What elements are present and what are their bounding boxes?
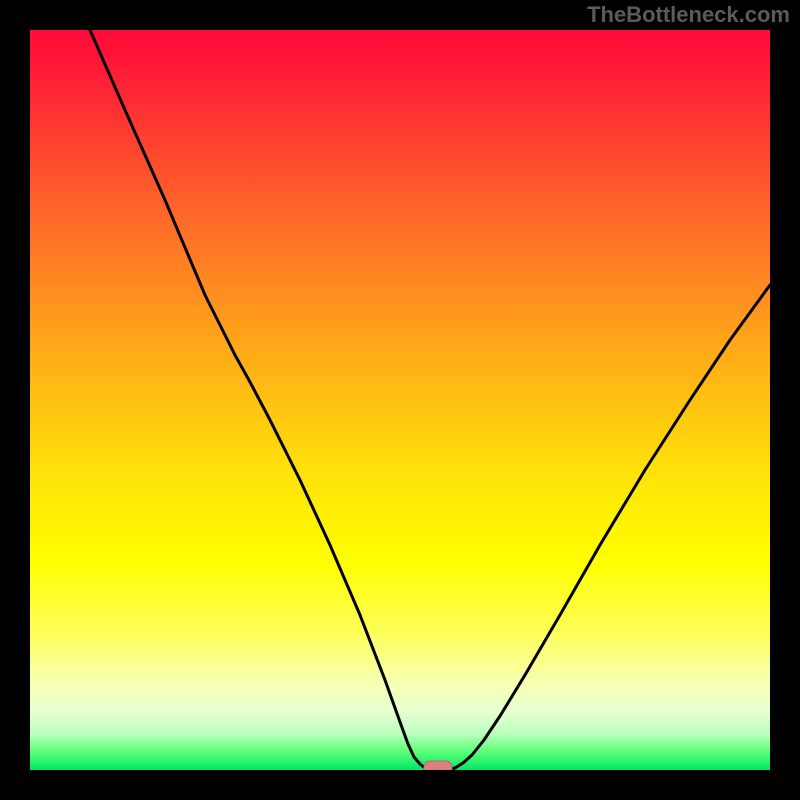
plot-area xyxy=(30,30,770,770)
optimum-marker xyxy=(424,761,452,770)
bottleneck-chart-svg xyxy=(30,30,770,770)
chart-frame: TheBottleneck.com xyxy=(0,0,800,800)
gradient-background xyxy=(30,30,770,770)
watermark-text: TheBottleneck.com xyxy=(587,2,790,28)
